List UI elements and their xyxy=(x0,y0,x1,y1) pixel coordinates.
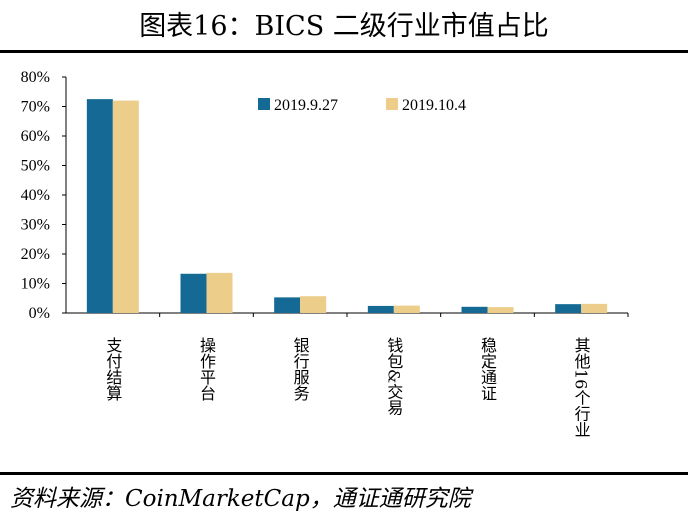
x-category-label: 操作平台 xyxy=(197,337,216,401)
x-category-label: 钱包&交易 xyxy=(384,337,403,416)
x-category-label: 其他16个行业 xyxy=(572,337,591,437)
y-tick-label: 70% xyxy=(21,99,50,116)
y-tick-label: 40% xyxy=(21,187,50,204)
y-tick-label: 80% xyxy=(21,69,50,86)
source-rule xyxy=(0,472,688,475)
bar-2019.9.27 xyxy=(86,99,113,313)
legend-label: 2019.10.4 xyxy=(402,97,466,114)
x-axis-categories: 支付结算 操作平台 银行服务 钱包&交易 稳定通证 其他16个行业 xyxy=(103,313,629,437)
chart-axes xyxy=(65,77,628,314)
y-tick-label: 10% xyxy=(21,276,50,293)
bar-2019.9.27 xyxy=(367,305,394,313)
chart-legend: 2019.9.27 2019.10.4 xyxy=(258,97,466,114)
title-rule xyxy=(0,50,688,53)
bar-2019.10.4 xyxy=(487,307,514,313)
x-category-label: 支付结算 xyxy=(103,337,122,401)
y-axis-ticks: 0% 10% 20% 30% 40% 50% 60% 70% 80% xyxy=(21,69,66,322)
x-category-label: 稳定通证 xyxy=(478,337,497,401)
bar-2019.10.4 xyxy=(206,272,233,313)
x-category-label: 银行服务 xyxy=(291,337,310,402)
source-note: 资料来源：CoinMarketCap，通证通研究院 xyxy=(10,486,471,512)
figure-title: 图表16：BICS 二级行业市值占比 xyxy=(139,11,549,42)
y-tick-label: 60% xyxy=(21,128,50,145)
legend-label: 2019.9.27 xyxy=(274,97,338,114)
legend-swatch xyxy=(258,98,270,110)
bar-2019.9.27 xyxy=(274,297,301,313)
chart-bars xyxy=(86,99,608,313)
bar-2019.9.27 xyxy=(461,306,488,313)
bar-2019.10.4 xyxy=(112,100,139,313)
y-tick-label: 30% xyxy=(21,217,50,234)
y-tick-label: 20% xyxy=(21,246,50,263)
y-tick-label: 50% xyxy=(21,158,50,175)
bar-2019.9.27 xyxy=(180,273,207,313)
bar-2019.9.27 xyxy=(555,304,582,313)
bar-2019.10.4 xyxy=(581,303,608,313)
bar-2019.10.4 xyxy=(300,296,327,313)
y-tick-label: 0% xyxy=(29,305,50,322)
bar-2019.10.4 xyxy=(393,305,420,313)
legend-swatch xyxy=(386,98,398,110)
